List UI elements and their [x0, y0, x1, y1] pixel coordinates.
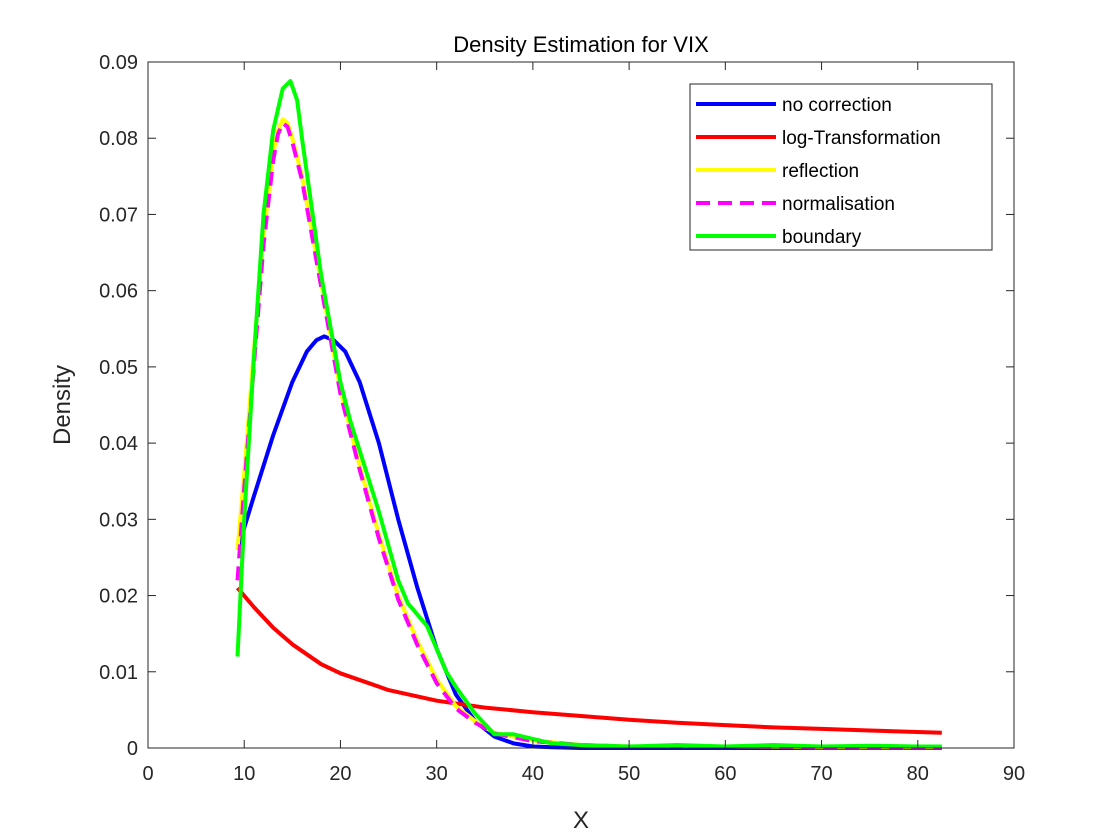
- y-tick-label: 0.02: [99, 586, 138, 608]
- x-tick-label: 90: [1003, 763, 1025, 785]
- legend: no correction log-Transformation reflectio…: [689, 83, 993, 251]
- y-axis-label: Density: [49, 365, 76, 445]
- x-tick-label: 30: [426, 763, 448, 785]
- ticks-layer: 0 10 20 30 40 50 60 70 80 90 0 0.01 0.02 0.03 0.04 0.05…: [99, 52, 1025, 785]
- legend-entry-label: no correction: [782, 95, 892, 116]
- x-tick-label: 0: [142, 763, 153, 785]
- series-line-log-transformation: [235, 586, 942, 735]
- legend-entry-label: reflection: [782, 161, 859, 182]
- x-tick-label: 60: [714, 763, 736, 785]
- x-tick-label: 40: [522, 763, 544, 785]
- y-tick-label: 0.09: [99, 52, 138, 74]
- x-tick-label: 70: [810, 763, 832, 785]
- y-tick-label: 0.07: [99, 204, 138, 226]
- series-line-boundary: [235, 79, 942, 749]
- chart-title: Density Estimation for VIX: [453, 32, 709, 57]
- y-tick-label: 0.05: [99, 357, 138, 379]
- y-tick-label: 0.08: [99, 128, 138, 150]
- x-tick-label: 20: [329, 763, 351, 785]
- x-tick-label: 50: [618, 763, 640, 785]
- x-tick-label: 10: [233, 763, 255, 785]
- x-tick-label: 80: [907, 763, 929, 785]
- legend-box: [689, 83, 993, 251]
- plot-frame: [147, 61, 1015, 749]
- legend-entry-label: normalisation: [782, 194, 895, 215]
- y-tick-label: 0.03: [99, 509, 138, 531]
- x-axis-label: X: [573, 807, 589, 834]
- legend-entry-label: log-Transformation: [782, 128, 941, 149]
- y-tick-label: 0.06: [99, 281, 138, 303]
- series-layer: [235, 79, 942, 750]
- legend-entry-label: boundary: [782, 227, 862, 248]
- y-tick-label: 0.01: [99, 662, 138, 684]
- y-tick-label: 0.04: [99, 433, 138, 455]
- y-tick-label: 0: [127, 738, 138, 760]
